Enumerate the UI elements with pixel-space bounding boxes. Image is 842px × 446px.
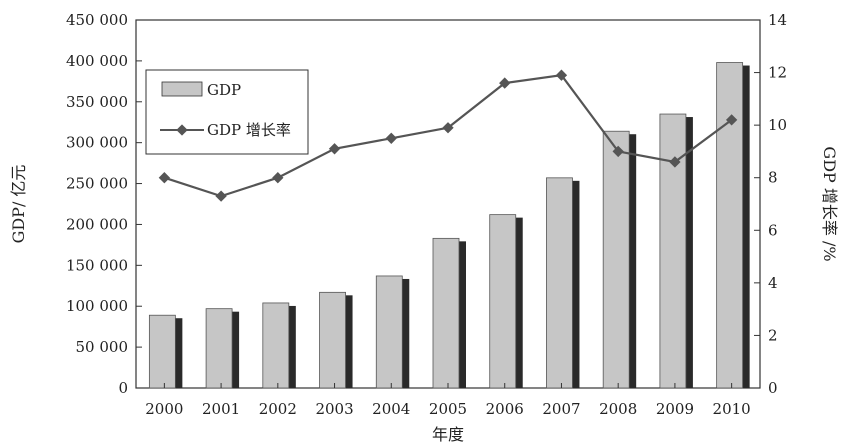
x-tick-label: 2005 — [429, 400, 467, 418]
right-tick-label: 12 — [768, 64, 787, 82]
bar-shadow — [685, 117, 693, 389]
right-axis-title: GDP 增长率 /% — [820, 146, 839, 261]
right-tick-label: 4 — [768, 274, 778, 292]
right-tick-label: 2 — [768, 326, 778, 344]
legend-label-gdp: GDP — [207, 81, 241, 99]
right-axis-ticks: 0 2 4 6 8 10 12 14 — [754, 11, 787, 397]
left-tick-label: 0 — [118, 379, 128, 397]
bar-shadow — [288, 305, 296, 388]
x-tick-label: 2000 — [145, 400, 183, 418]
x-tick-label: 2007 — [542, 400, 580, 418]
right-tick-label: 6 — [768, 221, 778, 239]
left-axis-title: GDP/ 亿元 — [9, 165, 28, 244]
right-tick-label: 14 — [768, 11, 787, 29]
x-tick-label: 2002 — [259, 400, 297, 418]
legend-label-growth: GDP 增长率 — [207, 121, 291, 139]
bar-shadow — [459, 241, 466, 388]
bar — [546, 177, 573, 389]
left-tick-label: 400 000 — [66, 52, 128, 70]
x-tick-label: 2010 — [713, 400, 751, 418]
bar — [375, 275, 403, 389]
left-tick-label: 450 000 — [66, 11, 128, 29]
bar — [659, 113, 687, 389]
bar-shadow — [232, 311, 240, 388]
bar — [716, 62, 744, 389]
x-axis-ticks: 2000 2001 2002 2003 2004 2005 2006 2007 2008 2009… — [145, 383, 751, 418]
bar — [205, 308, 233, 389]
bar-shadow — [742, 65, 750, 388]
left-tick-label: 150 000 — [66, 256, 128, 274]
legend: GDP GDP 增长率 — [145, 69, 309, 155]
x-tick-label: 2006 — [486, 400, 524, 418]
x-tick-label: 2004 — [372, 400, 410, 418]
growth-point — [612, 145, 624, 158]
bar — [489, 214, 517, 389]
bar-shadow — [515, 217, 523, 388]
x-tick-label: 2009 — [656, 400, 694, 418]
x-tick-label: 2003 — [315, 400, 353, 418]
right-tick-label: 0 — [768, 379, 778, 397]
left-tick-label: 300 000 — [66, 134, 128, 152]
bar — [602, 130, 630, 389]
left-tick-label: 200 000 — [66, 215, 128, 233]
left-tick-label: 250 000 — [66, 175, 128, 193]
bar — [432, 237, 460, 389]
x-tick-label: 2001 — [202, 400, 240, 418]
x-axis-title: 年度 — [432, 425, 464, 444]
right-tick-label: 10 — [768, 116, 787, 134]
bar-shadow — [345, 295, 353, 388]
bar-shadow — [572, 180, 580, 388]
bar — [148, 314, 176, 389]
bar-shadow — [629, 134, 637, 388]
bar-shadow — [402, 278, 410, 388]
growth-point — [272, 172, 284, 184]
left-axis-ticks: 0 50 000 100 000 150 000 200 000 250 000 300 0… — [66, 11, 142, 397]
x-tick-label: 2008 — [599, 400, 637, 418]
growth-point — [669, 156, 681, 168]
left-tick-label: 50 000 — [76, 338, 129, 356]
legend-bar-swatch — [161, 81, 203, 97]
growth-point — [215, 190, 227, 202]
line-series — [158, 69, 738, 202]
bar — [262, 302, 290, 389]
growth-point — [328, 143, 341, 155]
right-tick-label: 8 — [768, 169, 778, 187]
left-tick-label: 100 000 — [66, 297, 128, 315]
left-tick-label: 350 000 — [66, 93, 128, 111]
growth-point — [158, 172, 171, 184]
growth-point — [385, 132, 397, 144]
bar — [319, 291, 346, 389]
bar-shadow — [175, 318, 183, 388]
